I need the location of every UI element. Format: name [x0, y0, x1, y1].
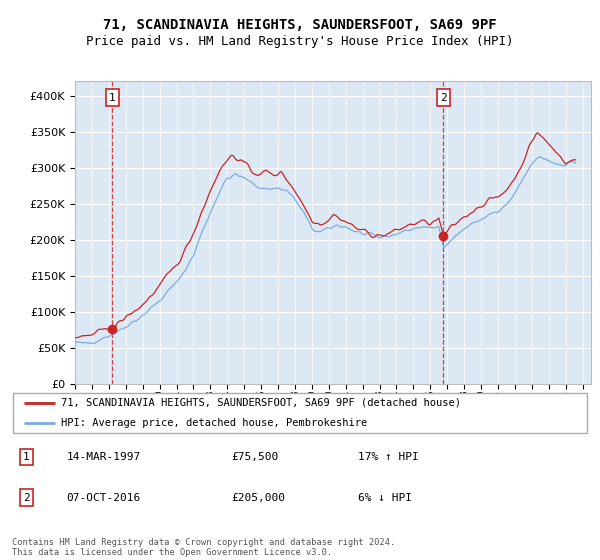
Text: 6% ↓ HPI: 6% ↓ HPI	[358, 493, 412, 503]
Text: 1: 1	[109, 93, 116, 103]
Text: Price paid vs. HM Land Registry's House Price Index (HPI): Price paid vs. HM Land Registry's House …	[86, 35, 514, 48]
Text: HPI: Average price, detached house, Pembrokeshire: HPI: Average price, detached house, Pemb…	[61, 418, 367, 428]
Text: £205,000: £205,000	[231, 493, 285, 503]
Text: 07-OCT-2016: 07-OCT-2016	[67, 493, 141, 503]
Text: 17% ↑ HPI: 17% ↑ HPI	[358, 452, 418, 462]
Text: 1: 1	[23, 452, 30, 462]
Text: Contains HM Land Registry data © Crown copyright and database right 2024.
This d: Contains HM Land Registry data © Crown c…	[12, 538, 395, 557]
Text: 14-MAR-1997: 14-MAR-1997	[67, 452, 141, 462]
Text: £75,500: £75,500	[231, 452, 278, 462]
Text: 71, SCANDINAVIA HEIGHTS, SAUNDERSFOOT, SA69 9PF: 71, SCANDINAVIA HEIGHTS, SAUNDERSFOOT, S…	[103, 18, 497, 32]
Text: 2: 2	[23, 493, 30, 503]
Text: 2: 2	[440, 93, 446, 103]
FancyBboxPatch shape	[13, 393, 587, 433]
Text: 71, SCANDINAVIA HEIGHTS, SAUNDERSFOOT, SA69 9PF (detached house): 71, SCANDINAVIA HEIGHTS, SAUNDERSFOOT, S…	[61, 398, 461, 408]
